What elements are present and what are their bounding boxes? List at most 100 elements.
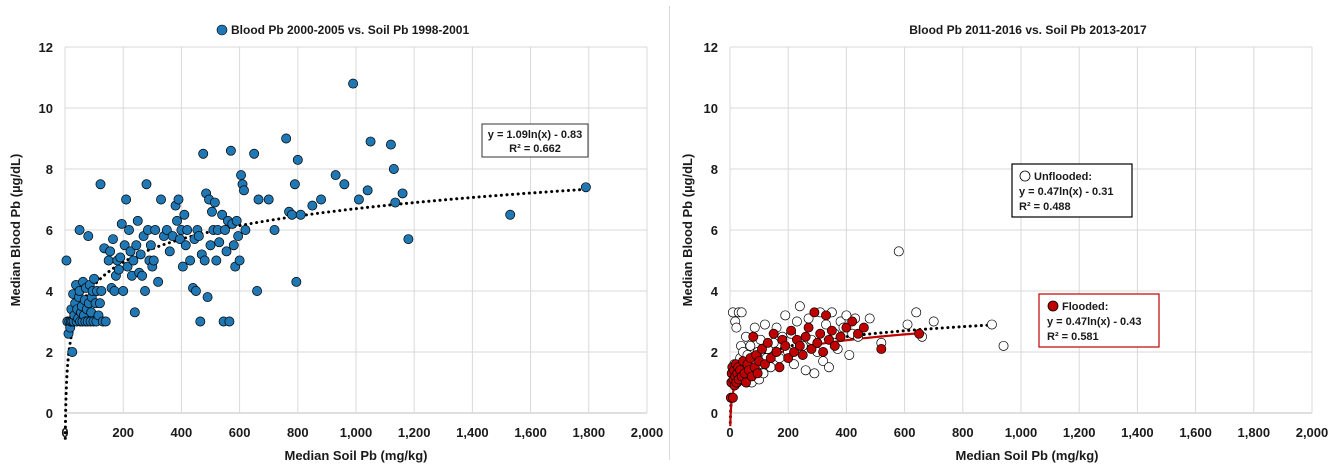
data-point — [986, 319, 997, 330]
y-tick-label: 10 — [704, 101, 718, 116]
data-point — [818, 347, 829, 357]
data-point — [858, 322, 869, 333]
data-point — [113, 264, 124, 275]
data-point — [234, 255, 245, 266]
chart-title-right: Blood Pb 2011-2016 vs. Soil Pb 2013-2017 — [909, 23, 1147, 37]
data-point — [780, 340, 791, 351]
data-point — [841, 322, 852, 333]
data-point — [797, 350, 808, 360]
r2-label-unflooded: R² = 0.488 — [1019, 201, 1071, 213]
y-axis-title-left: Median Blood Pb (µg/dL) — [8, 154, 23, 307]
y-tick-label: 12 — [39, 40, 53, 55]
trendline — [63, 187, 591, 440]
data-point — [67, 347, 78, 357]
data-point — [727, 392, 738, 403]
y-tick-label: 6 — [46, 223, 53, 238]
data-point — [182, 225, 193, 235]
data-point — [153, 276, 164, 287]
data-point — [124, 225, 134, 235]
data-point — [580, 182, 591, 193]
y-tick-label: 2 — [711, 345, 718, 360]
data-point — [240, 225, 251, 235]
data-point — [95, 179, 106, 190]
data-point — [893, 246, 904, 257]
data-point — [217, 209, 228, 220]
r2-label-left: R² = 0.662 — [509, 143, 561, 155]
data-point — [806, 344, 817, 354]
data-point — [295, 209, 306, 220]
data-point — [780, 310, 791, 321]
data-point — [116, 218, 127, 229]
data-point — [762, 337, 773, 348]
data-point — [390, 197, 401, 208]
panel-divider — [669, 6, 670, 460]
data-point — [786, 325, 797, 336]
data-point — [800, 331, 811, 342]
data-point — [826, 325, 837, 336]
y-tick-label: 8 — [711, 162, 718, 177]
data-point — [164, 246, 175, 257]
data-point — [803, 322, 814, 333]
x-tick-label: 1,400 — [456, 425, 489, 440]
data-point — [864, 313, 875, 324]
equation-box-left: y = 1.09ln(x) - 0.83 R² = 0.662 — [481, 123, 589, 158]
data-point — [118, 286, 129, 296]
equation-label-unflooded: y = 0.47ln(x) - 0.31 — [1019, 186, 1113, 198]
legend-unflooded: Unflooded: y = 0.47ln(x) - 0.31 R² = 0.4… — [1011, 163, 1133, 218]
data-point — [835, 331, 846, 342]
data-point — [236, 170, 247, 181]
data-point — [791, 316, 802, 327]
x-tick-label: 400 — [171, 425, 193, 440]
data-point — [815, 328, 826, 339]
data-point — [239, 185, 249, 196]
data-point — [249, 148, 260, 159]
data-point — [145, 240, 156, 251]
x-tick-label: 1,000 — [340, 425, 373, 440]
data-point — [774, 362, 785, 373]
legend-unflooded-frame — [1011, 163, 1133, 218]
data-point — [741, 377, 751, 388]
trendlines-left — [63, 187, 591, 440]
chart-right-svg: 0 2 4 6 8 10 12 0 200 400 600 800 1,000 1,200 1,400 1,6… — [680, 23, 1328, 463]
data-point — [281, 133, 292, 144]
data-point — [161, 225, 172, 235]
chart-panel-right: 0 2 4 6 8 10 12 0 200 400 600 800 1,000 1,200 1,400 1,6… — [672, 0, 1344, 466]
data-point — [115, 252, 126, 263]
data-point — [388, 164, 399, 174]
data-point — [269, 225, 280, 235]
data-point — [180, 240, 191, 251]
data-point — [150, 225, 161, 235]
data-point — [137, 270, 148, 281]
data-point — [748, 331, 759, 342]
data-point — [263, 194, 274, 205]
r2-label-flooded: R² = 0.581 — [1047, 331, 1099, 343]
data-point — [330, 170, 341, 181]
y-tick-label: 10 — [39, 101, 53, 116]
data-point — [125, 246, 136, 257]
data-point — [291, 276, 302, 287]
data-point — [876, 344, 887, 354]
equation-box-frame-left — [481, 123, 589, 158]
data-point — [759, 359, 770, 370]
data-point — [132, 215, 143, 226]
data-point — [928, 316, 939, 327]
data-point — [185, 255, 196, 266]
data-point — [794, 301, 805, 312]
data-point — [190, 286, 201, 296]
x-tick-label: 1,800 — [573, 425, 606, 440]
data-point — [800, 365, 811, 376]
data-point — [128, 255, 139, 266]
data-point — [768, 328, 779, 339]
data-point — [129, 307, 140, 318]
data-point — [362, 185, 373, 196]
data-point — [902, 319, 913, 330]
x-tick-label: 600 — [894, 425, 916, 440]
data-point — [752, 368, 763, 379]
data-point — [307, 200, 318, 211]
data-point — [287, 209, 297, 220]
grid-right — [729, 46, 1313, 414]
x-tick-label: 0 — [726, 425, 733, 440]
data-point — [998, 340, 1009, 351]
data-point — [841, 310, 852, 321]
